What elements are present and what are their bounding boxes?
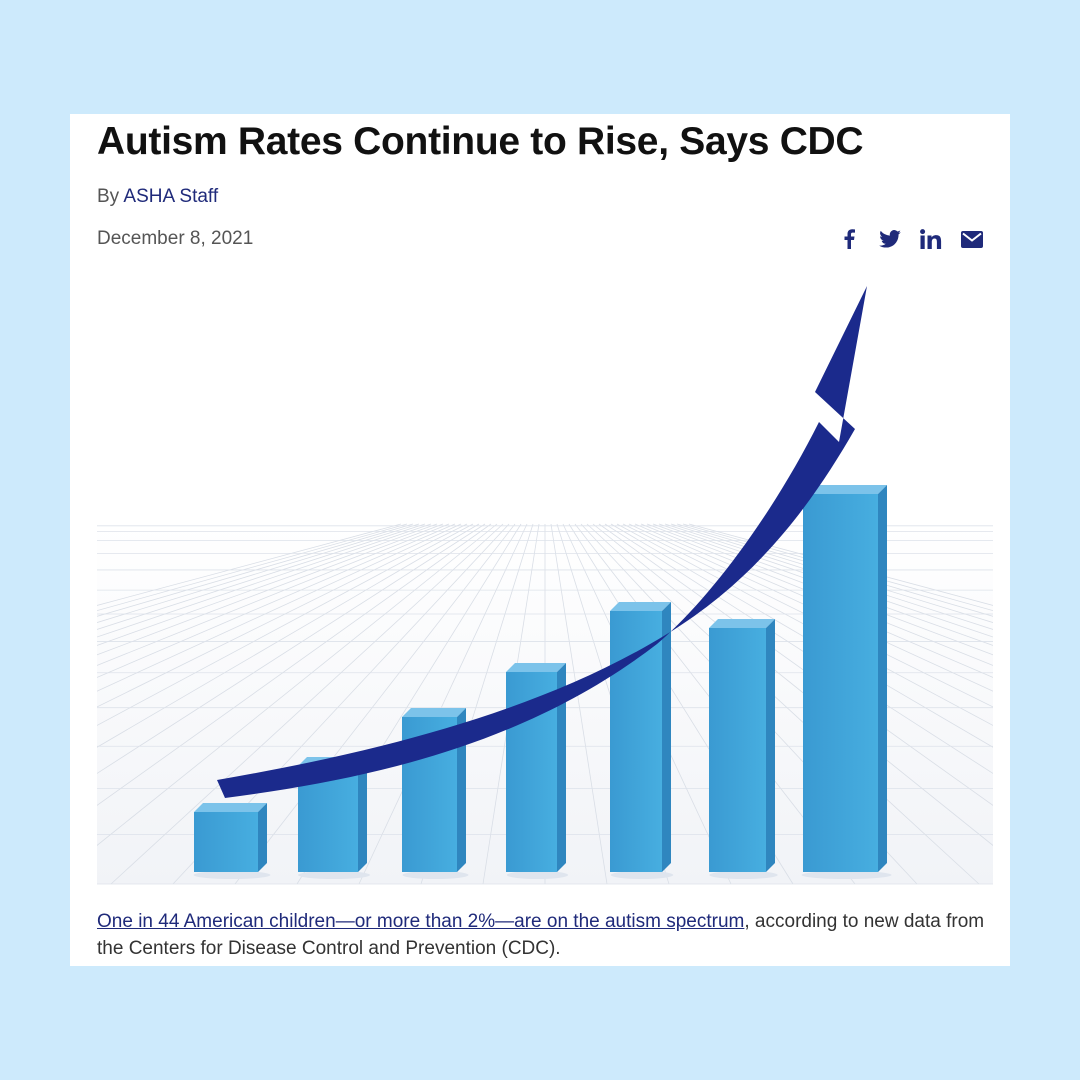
grid-line <box>97 523 474 726</box>
lede-text: , according to new data from the Centers… <box>97 911 985 959</box>
facebook-icon[interactable] <box>836 226 862 252</box>
bar <box>193 803 271 879</box>
byline-prefix: By <box>97 186 120 207</box>
upward-arrow <box>217 286 867 798</box>
grid-line <box>97 523 432 638</box>
grid-line <box>682 523 993 612</box>
grid-line <box>634 523 993 678</box>
grid-line <box>97 523 480 748</box>
publish-date: December 8, 2021 <box>97 228 254 249</box>
bar <box>801 485 892 879</box>
byline: By ASHA Staff <box>97 186 218 208</box>
linkedin-icon[interactable] <box>918 226 944 252</box>
grid-line <box>97 523 414 617</box>
grid-line <box>610 523 993 748</box>
bar <box>298 757 370 879</box>
bar <box>709 619 778 879</box>
grid-line <box>688 523 993 606</box>
grid-line <box>97 523 420 623</box>
grid-line <box>97 523 492 806</box>
grid-line <box>550 523 608 885</box>
article-card: Autism Rates Continue to Rise, Says CDC … <box>70 114 1010 966</box>
article-lede: One in 44 American children—or more than… <box>97 908 987 962</box>
twitter-icon[interactable] <box>877 226 903 252</box>
lede-link[interactable]: One in 44 American children—or more than… <box>97 911 745 932</box>
hero-illustration <box>97 274 993 888</box>
grid-line <box>97 523 408 612</box>
email-icon[interactable] <box>959 226 985 252</box>
share-bar <box>836 226 985 252</box>
grid-line <box>97 523 402 606</box>
grid-line <box>97 523 450 666</box>
grid-line <box>97 523 426 630</box>
article-title: Autism Rates Continue to Rise, Says CDC <box>97 120 864 163</box>
grid-line <box>586 523 980 885</box>
grid-line <box>628 523 993 692</box>
bar <box>610 602 674 879</box>
grid-line <box>97 523 456 678</box>
grid-line <box>97 523 498 846</box>
grid-line <box>234 523 516 885</box>
grid-line <box>640 523 993 666</box>
grid-line <box>358 523 528 885</box>
grid-line <box>97 523 438 646</box>
grid-line <box>97 523 462 692</box>
grid-line <box>97 523 486 774</box>
grid-line <box>97 523 468 708</box>
grid-line <box>110 523 504 885</box>
grid-line <box>622 523 993 708</box>
bar <box>506 663 569 879</box>
author-link[interactable]: ASHA Staff <box>123 186 219 207</box>
rising-bars-arrow-image <box>97 274 993 888</box>
grid-line <box>97 523 444 656</box>
